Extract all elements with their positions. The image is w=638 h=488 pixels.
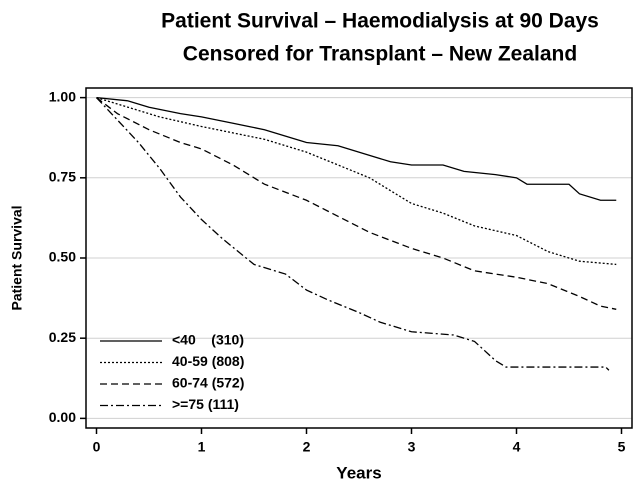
survival-line [96,97,617,310]
y-tick-label: 0.25 [49,329,76,345]
y-tick-label: 0.75 [49,169,76,185]
x-tick-label: 3 [408,439,416,455]
x-tick-label: 0 [93,439,101,455]
chart-title: Censored for Transplant – New Zealand [183,43,577,66]
y-tick-label: 0.00 [49,409,76,425]
x-tick-label: 4 [513,439,521,455]
survival-line [96,97,617,266]
legend-label: >=75 (111) [172,396,239,412]
x-axis-label: Years [336,463,381,482]
legend-label: <40 (310) [172,332,244,348]
x-tick-label: 2 [303,439,311,455]
chart-title: Patient Survival – Haemodialysis at 90 D… [161,10,599,33]
y-tick-label: 1.00 [49,88,76,104]
plot-frame [85,87,633,429]
x-tick-label: 1 [198,439,206,455]
survival-line [96,97,610,371]
y-tick-label: 0.50 [49,249,76,265]
x-tick-label: 5 [618,439,626,455]
legend-label: 60-74 (572) [172,375,244,391]
survival-line [96,96,617,201]
legend-label: 40-59 (808) [172,353,244,369]
y-axis-label: Patient Survival [9,205,25,310]
